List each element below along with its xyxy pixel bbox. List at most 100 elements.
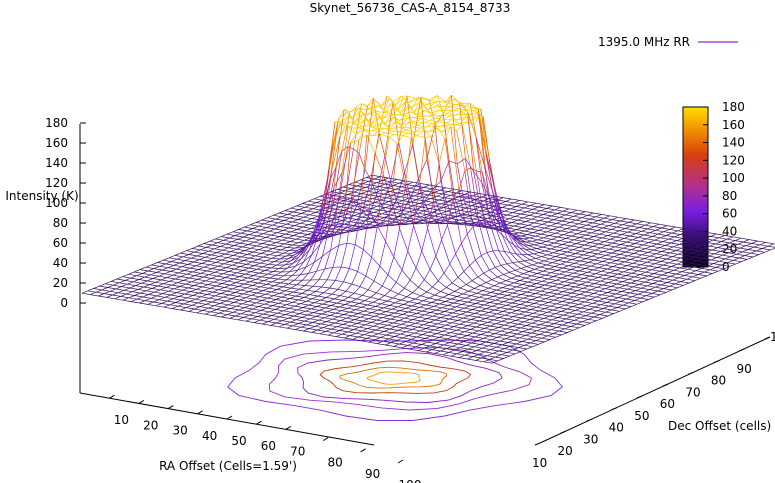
- mesh-line: [504, 291, 514, 294]
- mesh-line: [515, 213, 522, 217]
- mesh-line: [425, 136, 432, 138]
- mesh-line: [462, 121, 469, 126]
- mesh-line: [461, 103, 469, 113]
- mesh-line: [275, 249, 282, 253]
- mesh-line: [334, 216, 341, 220]
- mesh-line: [526, 322, 533, 326]
- mesh-line: [180, 252, 189, 255]
- mesh-line: [582, 238, 589, 242]
- mesh-line: [252, 282, 259, 286]
- mesh-line: [349, 244, 356, 269]
- mesh-line: [513, 244, 520, 249]
- mesh-line: [444, 110, 453, 112]
- mesh-line: [292, 244, 301, 247]
- mesh-line: [563, 312, 570, 316]
- mesh-line: [361, 306, 370, 310]
- mesh-line: [469, 103, 477, 138]
- mesh-line: [341, 194, 348, 198]
- mesh-line: [279, 236, 288, 239]
- mesh-line: [404, 211, 411, 215]
- mesh-line: [575, 253, 584, 256]
- mesh-line: [113, 284, 122, 287]
- mesh-line: [591, 253, 598, 257]
- mesh-line: [702, 258, 712, 261]
- mesh-line: [545, 329, 552, 333]
- mesh-line: [267, 273, 276, 276]
- mesh-line: [528, 268, 535, 272]
- mesh-line: [353, 326, 360, 330]
- mesh-line: [576, 209, 586, 212]
- mesh-line: [380, 337, 389, 340]
- mesh-line: [616, 226, 626, 229]
- mesh-line: [499, 314, 506, 318]
- mesh-line: [445, 301, 454, 304]
- mesh-line: [558, 281, 565, 285]
- mesh-line: [188, 251, 195, 255]
- mesh-line: [442, 113, 450, 161]
- mesh-line: [506, 304, 515, 308]
- mesh-line: [280, 223, 287, 227]
- mesh-line: [347, 331, 357, 334]
- mesh-line: [501, 228, 508, 234]
- mesh-line: [490, 346, 497, 350]
- mesh-line: [549, 315, 558, 318]
- mesh-line: [513, 244, 523, 255]
- mesh-line: [624, 259, 631, 263]
- mesh-line: [343, 281, 352, 285]
- mesh-line: [396, 202, 406, 205]
- mesh-line: [285, 275, 293, 281]
- mesh-line: [533, 334, 540, 338]
- mesh-line: [550, 327, 557, 331]
- mesh-line: [566, 228, 576, 231]
- mesh-line: [406, 329, 413, 333]
- mesh-line: [552, 226, 559, 230]
- mesh-line: [581, 274, 590, 277]
- mesh-line: [460, 207, 467, 211]
- mesh-line: [236, 246, 243, 250]
- mesh-line: [213, 315, 222, 318]
- mesh-line: [529, 258, 536, 261]
- mesh-line: [661, 227, 670, 230]
- mesh-line: [454, 349, 463, 352]
- mesh-line: [697, 250, 707, 253]
- mesh-line: [353, 189, 360, 193]
- mesh-line: [242, 246, 251, 249]
- mesh-line: [406, 292, 413, 298]
- mesh-line: [266, 281, 273, 285]
- mesh-line: [264, 270, 274, 272]
- mesh-line: [441, 305, 448, 309]
- mesh-line: [398, 115, 406, 121]
- mesh-line: [718, 235, 725, 239]
- mesh-line: [401, 321, 408, 325]
- mesh-line: [572, 280, 579, 284]
- mesh-line: [554, 263, 561, 267]
- mesh-line: [466, 311, 475, 314]
- mesh-line: [232, 286, 239, 290]
- mesh-line: [505, 314, 514, 317]
- mesh-line: [407, 117, 416, 123]
- mesh-line: [395, 323, 402, 327]
- mesh-line: [484, 292, 491, 296]
- colorbar-tick-label: 0: [722, 260, 730, 274]
- mesh-line: [230, 305, 237, 309]
- mesh-line: [276, 322, 285, 325]
- mesh-line: [306, 235, 314, 249]
- mesh-line: [686, 278, 696, 281]
- mesh-line: [575, 310, 584, 313]
- axes: [79, 122, 771, 464]
- mesh-line: [360, 226, 367, 229]
- mesh-line: [318, 317, 325, 321]
- mesh-line: [227, 314, 236, 317]
- mesh-line: [559, 330, 568, 333]
- mesh-line: [361, 226, 370, 228]
- mesh-line: [594, 257, 601, 261]
- mesh-line: [612, 299, 621, 302]
- mesh-line: [693, 266, 702, 269]
- mesh-line: [734, 247, 741, 251]
- mesh-line: [410, 315, 419, 318]
- mesh-line: [336, 302, 346, 305]
- mesh-line: [615, 291, 622, 295]
- mesh-line: [489, 267, 496, 271]
- mesh-line: [655, 227, 662, 231]
- mesh-line: [282, 227, 289, 231]
